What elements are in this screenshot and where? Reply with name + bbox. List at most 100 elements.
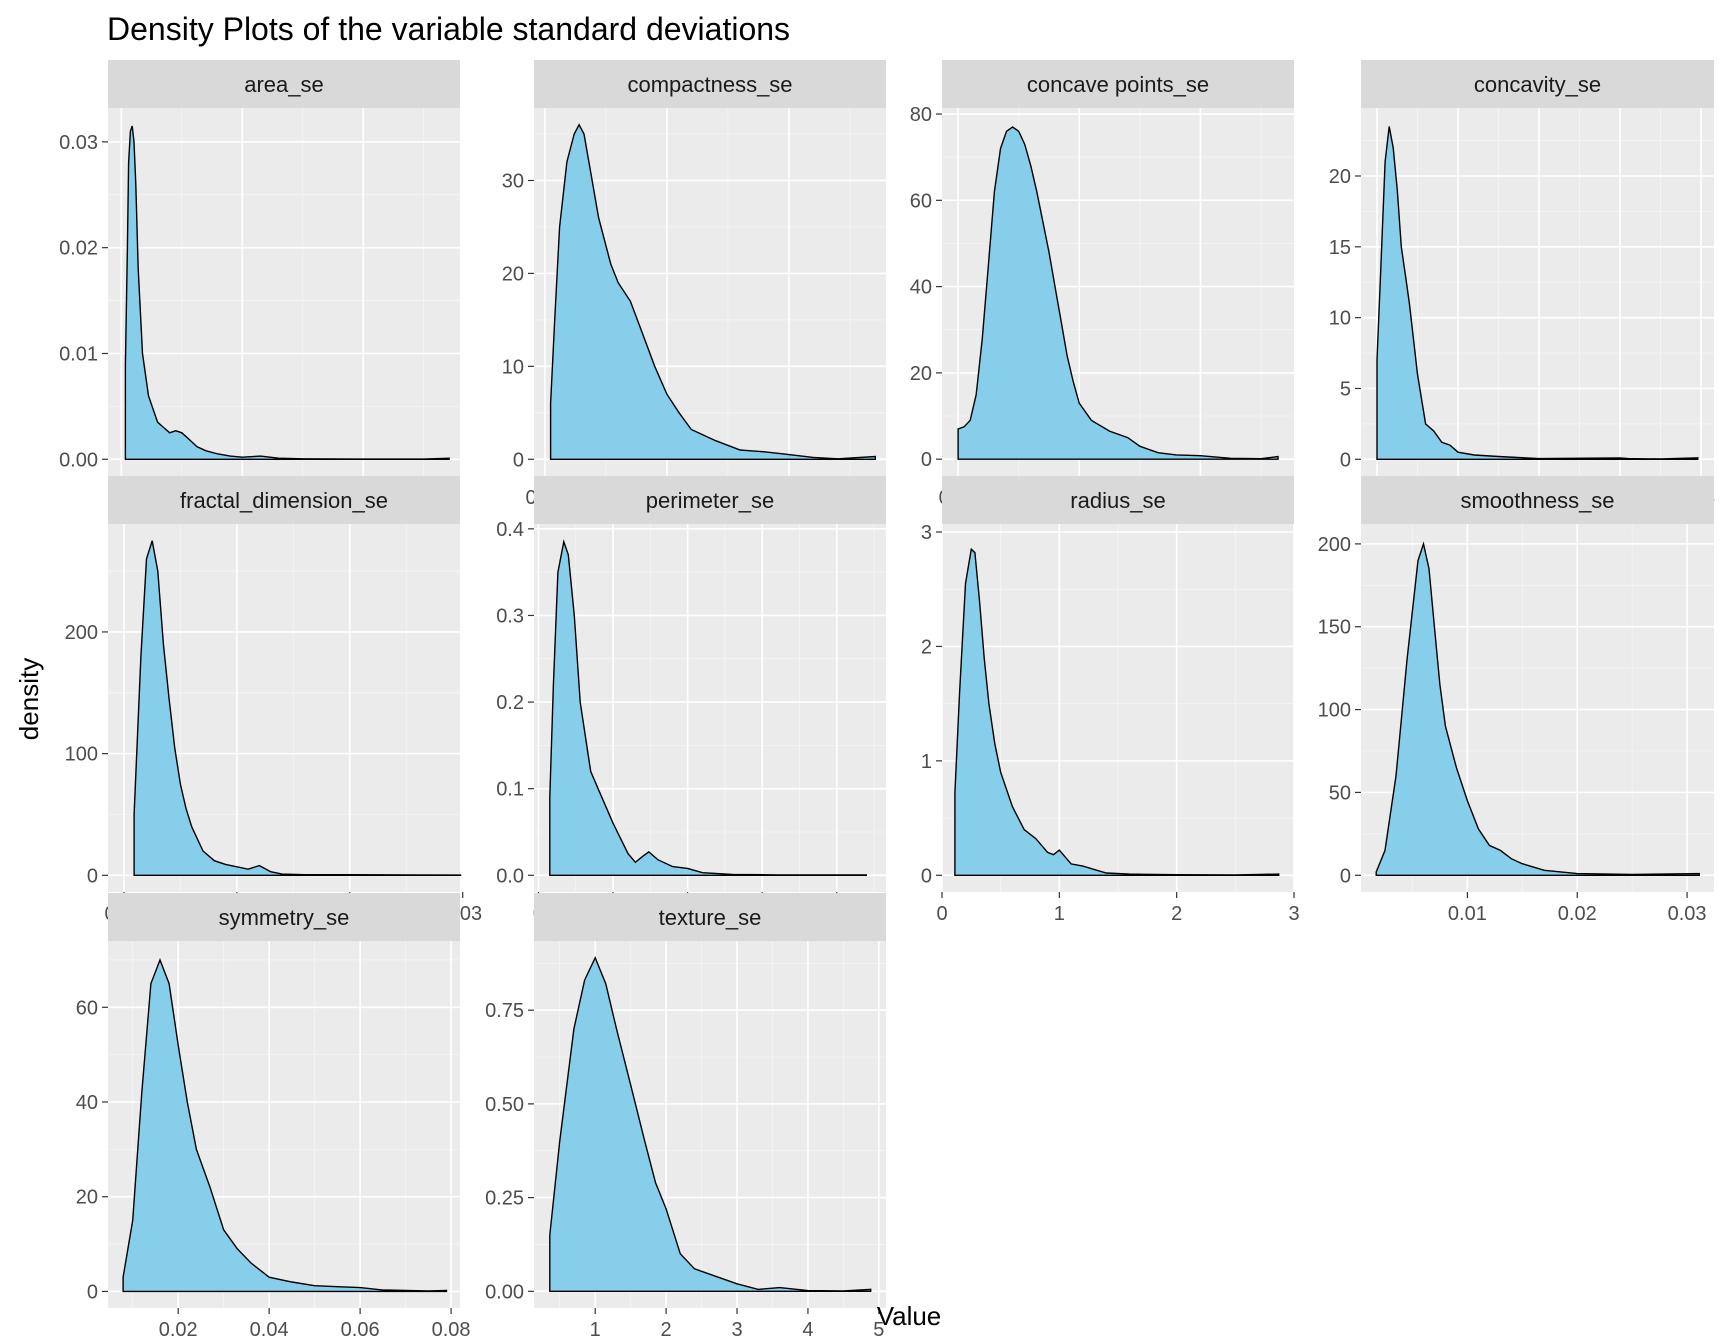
x-tick-label: 5 — [873, 1319, 884, 1341]
y-tick-label: 0.0 — [496, 865, 524, 887]
y-tick-label: 0.2 — [496, 692, 524, 714]
y-tick-label: 100 — [65, 744, 98, 766]
facet-strip-label: compactness_se — [627, 72, 792, 97]
x-tick-label: 0.06 — [341, 1319, 380, 1341]
y-tick-label: 200 — [65, 622, 98, 644]
facet-strip — [108, 893, 460, 941]
y-tick-label: 0.1 — [496, 779, 524, 801]
facet-strip-label: symmetry_se — [219, 905, 350, 930]
x-tick-label: 2 — [1171, 903, 1182, 925]
x-tick-label: 3 — [1288, 903, 1299, 925]
y-tick-label: 0 — [87, 865, 98, 887]
x-tick-label: 3 — [731, 1319, 742, 1341]
x-tick-label: 4 — [802, 1319, 813, 1341]
facet-strip — [1361, 60, 1714, 108]
facet-strip — [534, 476, 886, 524]
y-tick-label: 5 — [1340, 378, 1351, 400]
facet-strip-label: texture_se — [659, 905, 762, 930]
facet-panel: fractal_dimension_se0.000.010.020.030100… — [65, 476, 482, 925]
y-tick-label: 0 — [87, 1281, 98, 1303]
x-tick-label: 0.01 — [1448, 903, 1487, 925]
panel-background — [108, 108, 460, 476]
y-tick-label: 0.4 — [496, 519, 524, 541]
y-tick-label: 0 — [1340, 449, 1351, 471]
x-tick-label: 2 — [661, 1319, 672, 1341]
y-tick-label: 3 — [921, 522, 932, 544]
facet-strip — [108, 60, 460, 108]
facet-panel: radius_se 0 1 2 3 0 1 2 3 — [921, 476, 1300, 925]
facet-panel: texture_se 1 2 3 4 5 0.00 0.25 0.50 0.75 — [485, 893, 886, 1341]
x-tick-label: 0 — [936, 903, 947, 925]
x-tick-label: 0.02 — [159, 1319, 198, 1341]
y-tick-label: 0.50 — [485, 1094, 524, 1116]
facet-strip-label: radius_se — [1070, 488, 1165, 513]
density-area — [957, 126, 1279, 460]
y-tick-label: 0 — [921, 449, 932, 471]
y-tick-label: 10 — [1329, 308, 1351, 330]
density-area — [549, 539, 867, 876]
y-tick-label: 60 — [910, 190, 932, 212]
y-tick-label: 20 — [502, 263, 524, 285]
x-tick-label: 0.08 — [432, 1319, 471, 1341]
y-tick-label: 0.25 — [485, 1188, 524, 1210]
y-tick-label: 0.3 — [496, 605, 524, 627]
density-area — [1376, 126, 1699, 460]
y-tick-label: 20 — [910, 363, 932, 385]
facet-strip — [534, 893, 886, 941]
y-tick-label: 0 — [921, 865, 932, 887]
density-area — [549, 955, 872, 1292]
facet-strip — [534, 60, 886, 108]
facet-panel: concave points_se0.000.020.04020406080 — [910, 60, 1294, 509]
facet-panel: symmetry_se 0.02 0.04 0.06 0.08 0 20 40 60 — [76, 893, 471, 1341]
facet-strip-label: area_se — [244, 72, 324, 97]
density-area — [954, 547, 1280, 876]
facet-strip — [942, 60, 1294, 108]
facet-strip — [1361, 476, 1714, 524]
y-tick-label: 20 — [76, 1187, 98, 1209]
facet-strip-label: concavity_se — [1474, 72, 1601, 97]
y-tick-label: 0.75 — [485, 1000, 524, 1022]
y-tick-label: 0 — [513, 449, 524, 471]
y-tick-label: 2 — [921, 636, 932, 658]
x-axis-title: Value — [877, 1301, 942, 1331]
y-tick-label: 100 — [1318, 700, 1351, 722]
y-tick-label: 40 — [910, 277, 932, 299]
facet-panel: concavity_se0.00.10.20.30.405101520 — [1329, 60, 1715, 509]
x-tick-label: 0.03 — [1668, 903, 1707, 925]
chart-title: Density Plots of the variable standard d… — [107, 11, 790, 47]
x-tick-label: 1 — [1054, 903, 1065, 925]
facet-panel: compactness_se0.000.050.100102030 — [502, 60, 886, 509]
y-tick-label: 20 — [1329, 166, 1351, 188]
x-tick-label: 1 — [590, 1319, 601, 1341]
facet-strip-label: perimeter_se — [646, 488, 774, 513]
facet-strip-label: concave points_se — [1027, 72, 1209, 97]
facet-strip-label: smoothness_se — [1460, 488, 1614, 513]
facet-strip — [108, 476, 460, 524]
y-tick-label: 40 — [76, 1092, 98, 1114]
y-tick-label: 60 — [76, 997, 98, 1019]
y-tick-label: 50 — [1329, 782, 1351, 804]
y-tick-label: 15 — [1329, 237, 1351, 259]
y-tick-label: 0.00 — [485, 1281, 524, 1303]
y-axis-title: density — [14, 658, 44, 740]
facet-panels: area_se02004000.000.010.020.03compactnes… — [59, 60, 1715, 1341]
y-tick-label: 10 — [502, 356, 524, 378]
density-area — [549, 123, 876, 460]
y-tick-label: 0 — [1340, 865, 1351, 887]
y-tick-label: 80 — [910, 104, 932, 126]
density-area — [124, 125, 450, 460]
y-tick-label: 200 — [1318, 534, 1351, 556]
y-tick-label: 0.02 — [59, 238, 98, 260]
density-area — [122, 957, 448, 1293]
density-area — [133, 540, 462, 876]
y-tick-label: 1 — [921, 751, 932, 773]
facet-panel: smoothness_se 0.01 0.02 0.03 0 50 100 150 200 — [1318, 476, 1714, 925]
facet-strip — [942, 476, 1294, 524]
y-tick-label: 0.01 — [59, 343, 98, 365]
x-tick-label: 0.04 — [250, 1319, 289, 1341]
y-tick-label: 0.03 — [59, 132, 98, 154]
y-tick-label: 30 — [502, 170, 524, 192]
facet-panel: area_se02004000.000.010.020.03 — [59, 60, 460, 509]
density-area — [1375, 541, 1700, 876]
